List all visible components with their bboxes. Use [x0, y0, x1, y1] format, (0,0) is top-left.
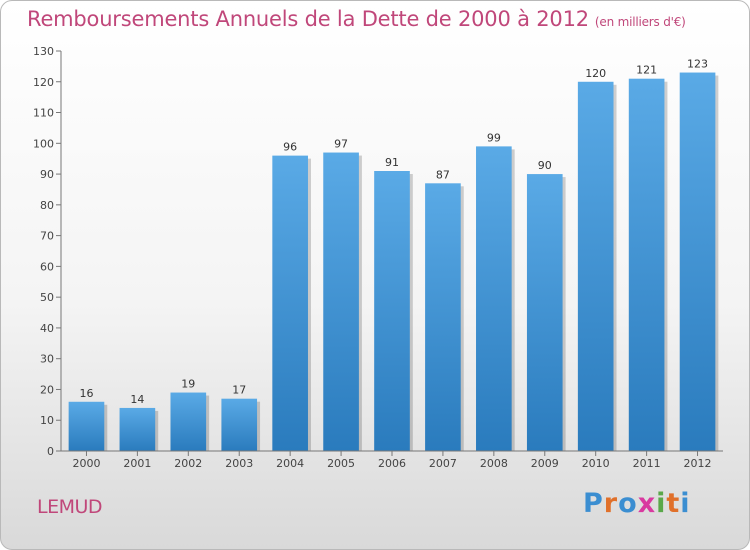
- bar-value-label: 14: [130, 393, 144, 406]
- y-tick-label: 80: [40, 199, 54, 212]
- y-tick-label: 50: [40, 291, 54, 304]
- x-tick-label: 2005: [327, 457, 355, 470]
- x-tick-label: 2000: [72, 457, 100, 470]
- bar-value-label: 91: [385, 156, 399, 169]
- y-tick-label: 100: [33, 137, 54, 150]
- x-tick-label: 2008: [480, 457, 508, 470]
- logo-letter: o: [618, 488, 638, 519]
- bar-2012[interactable]: [679, 72, 716, 452]
- bar-value-label: 19: [181, 378, 195, 391]
- y-tick-label: 10: [40, 414, 54, 427]
- bar-value-label: 120: [585, 67, 606, 80]
- bar-value-label: 17: [232, 384, 246, 397]
- bar-2004[interactable]: [272, 155, 308, 451]
- bar-value-label: 123: [687, 58, 708, 71]
- proxiti-logo[interactable]: Proxiti: [583, 488, 691, 519]
- x-tick-label: 2002: [174, 457, 202, 470]
- y-tick-label: 30: [40, 353, 54, 366]
- x-tick-label: 2011: [633, 457, 661, 470]
- y-tick-label: 110: [33, 107, 54, 120]
- y-tick-label: 90: [40, 168, 54, 181]
- bar-2008[interactable]: [476, 146, 512, 451]
- bar-2001[interactable]: [119, 407, 156, 451]
- logo-letter: r: [603, 488, 619, 519]
- bar-2005[interactable]: [323, 152, 359, 452]
- logo-letter: x: [637, 488, 657, 519]
- chart-unit: (en milliers d'€): [594, 15, 686, 29]
- x-tick-label: 2006: [378, 457, 406, 470]
- y-tick-label: 0: [47, 445, 54, 458]
- x-tick-label: 2004: [276, 457, 304, 470]
- y-tick-label: 70: [40, 230, 54, 243]
- y-tick-label: 120: [33, 76, 54, 89]
- logo-letter: i: [656, 488, 667, 519]
- bar-2009[interactable]: [526, 174, 563, 452]
- x-tick-label: 2001: [123, 457, 151, 470]
- bar-value-label: 121: [636, 64, 657, 77]
- bar-2010[interactable]: [577, 81, 614, 452]
- bar-2003[interactable]: [221, 398, 258, 451]
- x-tick-label: 2010: [582, 457, 610, 470]
- bar-2002[interactable]: [170, 392, 207, 451]
- logo-letter: P: [583, 488, 604, 519]
- commune-name: LEMUD: [37, 496, 103, 518]
- logo-letter: i: [680, 488, 691, 519]
- bar-value-label: 87: [436, 168, 450, 181]
- bar-2006[interactable]: [374, 171, 410, 451]
- x-tick-label: 2007: [429, 457, 457, 470]
- bar-value-label: 96: [283, 141, 297, 154]
- logo-letter: t: [666, 488, 681, 519]
- x-tick-label: 2009: [531, 457, 559, 470]
- bar-2000[interactable]: [68, 401, 105, 451]
- bar-2007[interactable]: [425, 183, 461, 452]
- chart-title-text: Remboursements Annuels de la Dette de 20…: [27, 7, 589, 31]
- bar-value-label: 90: [538, 159, 552, 172]
- x-tick-label: 2012: [684, 457, 712, 470]
- bar-value-label: 16: [79, 387, 93, 400]
- bar-value-label: 97: [334, 138, 348, 151]
- chart-title: Remboursements Annuels de la Dette de 20…: [27, 7, 686, 31]
- bar-2011[interactable]: [628, 78, 665, 451]
- y-tick-label: 130: [33, 45, 54, 58]
- y-tick-label: 40: [40, 322, 54, 335]
- bar-value-label: 99: [487, 131, 501, 144]
- y-tick-label: 20: [40, 383, 54, 396]
- x-tick-label: 2003: [225, 457, 253, 470]
- y-tick-label: 60: [40, 260, 54, 273]
